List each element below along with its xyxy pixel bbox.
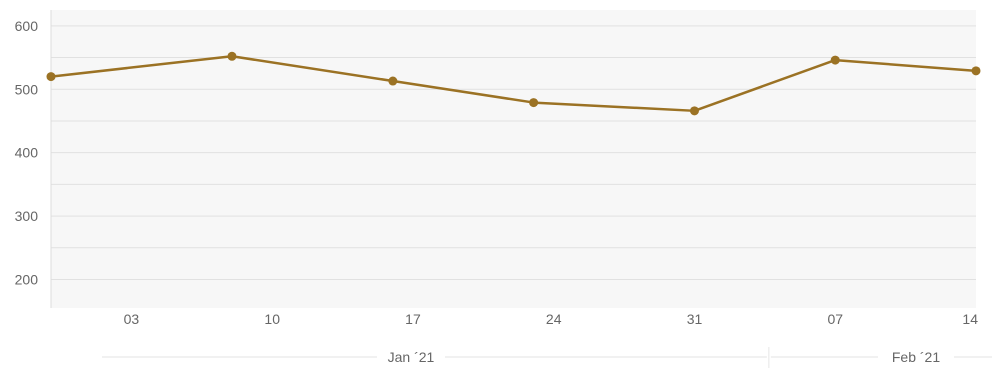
data-point [227,52,236,61]
y-tick-label: 400 [15,145,39,161]
data-point [831,56,840,65]
x-tick-label: 07 [827,311,843,327]
plot-area [51,10,976,308]
data-point [47,72,56,81]
x-tick-label: 10 [264,311,280,327]
data-point [529,98,538,107]
y-tick-label: 500 [15,81,39,97]
month-label: Feb ´21 [892,349,940,365]
data-point [388,77,397,86]
y-tick-label: 200 [15,271,39,287]
data-point [972,66,981,75]
data-point [690,106,699,115]
x-tick-label: 31 [687,311,703,327]
x-tick-label: 24 [546,311,562,327]
x-tick-label: 03 [124,311,140,327]
x-tick-label: 14 [962,311,978,327]
y-tick-label: 300 [15,208,39,224]
month-label: Jan ´21 [388,349,435,365]
y-tick-label: 600 [15,18,39,34]
x-tick-label: 17 [405,311,421,327]
